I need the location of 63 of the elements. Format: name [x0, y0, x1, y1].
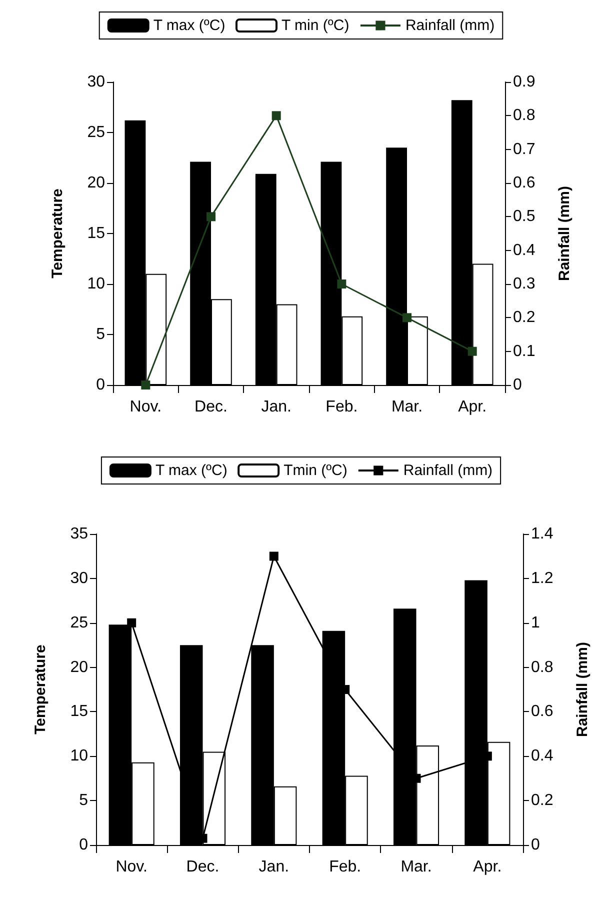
y2-tick-label: 0.2	[513, 309, 536, 326]
y2-axis-title: Rainfall (mm)	[556, 186, 573, 282]
x-tick-label: Jan.	[258, 858, 290, 876]
y2-tick-label: 0	[513, 376, 522, 394]
y2-tick-label: 1.4	[531, 526, 554, 542]
y2-tick-label: 0.4	[513, 242, 536, 259]
point	[127, 618, 136, 628]
point	[337, 280, 346, 288]
y2-tick-label: 0.5	[513, 208, 536, 226]
y2-tick-label: 0.9	[513, 74, 536, 90]
y-tick-label: 10	[87, 276, 106, 292]
y-tick-label: 25	[70, 614, 88, 632]
y2-tick-label: 1	[531, 614, 540, 632]
y-tick-label: 30	[87, 74, 106, 90]
legend-label: Rainfall (mm)	[405, 17, 495, 34]
point	[272, 111, 281, 120]
y2-tick-label: 0.3	[513, 276, 536, 292]
y2-tick-label: 0	[531, 836, 540, 854]
y-axis-title: Temperature	[49, 188, 66, 278]
y-tick-label: 20	[87, 174, 106, 192]
y2-tick-label: 1.2	[531, 570, 554, 587]
y2-axis-title: Rainfall (mm)	[574, 642, 591, 738]
y-tick-label: 25	[87, 124, 106, 141]
point	[206, 212, 216, 222]
legend-label: T max (ºC)	[155, 462, 228, 479]
y-tick-label: 0	[79, 836, 88, 854]
y2-tick-label: 0.8	[513, 107, 536, 124]
y2-tick-label: 0.6	[531, 703, 554, 720]
y-tick-label: 35	[70, 526, 88, 542]
x-tick-label: Apr.	[473, 858, 502, 876]
y2-tick-label: 0.8	[531, 658, 554, 676]
x-tick-label: Apr.	[458, 398, 487, 416]
point	[269, 552, 278, 561]
y-tick-label: 5	[96, 326, 106, 343]
legend-label: T min (ºC)	[282, 17, 350, 34]
y-tick-label: 15	[70, 703, 88, 720]
y-tick-label: 20	[70, 658, 88, 676]
y-tick-label: 5	[79, 792, 88, 810]
x-tick-label: Nov.	[130, 398, 162, 416]
x-tick-label: Mar.	[400, 858, 432, 876]
y-tick-label: 15	[87, 225, 106, 242]
y2-tick-label: 0.7	[513, 140, 536, 158]
y2-tick-label: 0.1	[513, 342, 536, 360]
point	[468, 346, 477, 356]
y-tick-label: 0	[96, 376, 106, 394]
y-tick-label: 10	[70, 748, 88, 765]
x-tick-label: Mar.	[391, 398, 423, 416]
y-tick-label: 30	[70, 570, 88, 587]
x-tick-label: Feb.	[326, 398, 358, 416]
y2-tick-label: 0.2	[531, 792, 554, 810]
x-tick-label: Feb.	[329, 858, 362, 876]
x-tick-label: Dec.	[186, 858, 220, 876]
legend-label: T max (ºC)	[153, 17, 226, 34]
y2-tick-label: 0.6	[513, 174, 536, 192]
legend-label: Tmin (ºC)	[284, 462, 348, 479]
legend-label: Rainfall (mm)	[403, 462, 493, 479]
x-tick-label: Dec.	[194, 398, 228, 416]
point	[402, 313, 412, 322]
point	[141, 380, 150, 390]
x-tick-label: Jan.	[261, 398, 292, 416]
x-tick-label: Nov.	[116, 858, 148, 876]
y2-tick-label: 0.4	[531, 748, 554, 765]
y-axis-title: Temperature	[32, 644, 49, 734]
